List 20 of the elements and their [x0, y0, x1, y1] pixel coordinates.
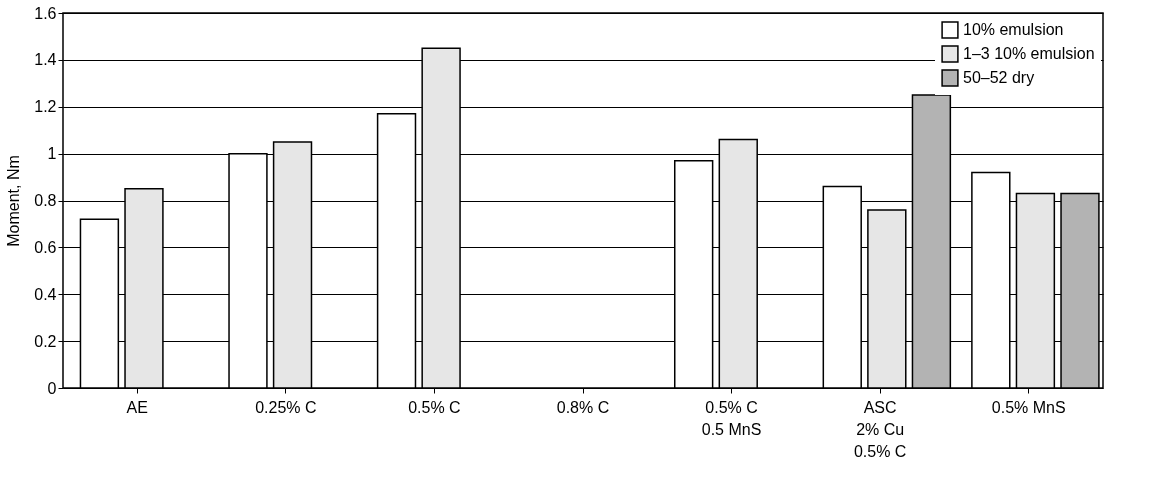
y-tick-label: 1.2	[34, 98, 57, 116]
x-tick-label: 0.5% MnS	[991, 398, 1066, 416]
x-tick-label: 0.8% C	[556, 398, 610, 416]
y-tick-label: 1.6	[34, 4, 57, 22]
y-axis-title: Moment, Nm	[5, 155, 23, 247]
y-tick-label: 1.4	[34, 51, 57, 69]
y-tick-label: 0.4	[34, 285, 57, 303]
x-tick-label: 0.5% C	[408, 398, 461, 416]
x-tick-label: 0.5% C 0.5 MnS	[701, 398, 762, 438]
y-tick-label: 0.8	[34, 192, 57, 209]
legend-label: 1–3 10% emulsion	[963, 45, 1095, 62]
x-tick-label: 0.25% C	[255, 398, 317, 416]
x-tick-label: ASC 2% Cu 0.5% C	[853, 398, 907, 460]
legend-label: 10% emulsion	[963, 21, 1064, 38]
legend-label: 50–52 dry	[963, 69, 1035, 86]
y-tick-label: 0.2	[34, 332, 57, 350]
y-tick-label: 1	[47, 145, 57, 163]
y-tick-label: 0.6	[34, 238, 57, 256]
x-tick-label: AE	[126, 398, 148, 416]
y-tick-label: 0	[47, 379, 57, 397]
